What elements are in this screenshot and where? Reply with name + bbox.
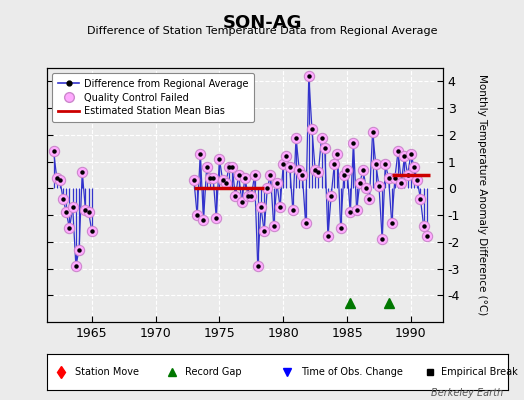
Point: [397, 180, 406, 186]
Point: [257, 204, 265, 210]
Y-axis label: Monthly Temperature Anomaly Difference (°C): Monthly Temperature Anomaly Difference (…: [477, 74, 487, 316]
Text: Empirical Break: Empirical Break: [441, 367, 518, 377]
Point: [190, 177, 198, 184]
Point: [254, 263, 262, 269]
Text: Difference of Station Temperature Data from Regional Average: Difference of Station Temperature Data f…: [87, 26, 437, 36]
Point: [209, 174, 217, 181]
Point: [368, 129, 377, 135]
Point: [244, 193, 253, 200]
Point: [413, 177, 421, 184]
Point: [311, 166, 319, 173]
Point: [372, 161, 380, 168]
Text: SON-AG: SON-AG: [222, 14, 302, 32]
Point: [359, 166, 367, 173]
Point: [49, 148, 58, 154]
Point: [225, 164, 233, 170]
Point: [394, 148, 402, 154]
Point: [286, 164, 294, 170]
Point: [276, 204, 284, 210]
Point: [62, 209, 71, 216]
Point: [69, 204, 77, 210]
Point: [56, 177, 64, 184]
Point: [88, 228, 96, 234]
Point: [378, 236, 386, 242]
Point: [327, 193, 335, 200]
Text: Berkeley Earth: Berkeley Earth: [431, 388, 503, 398]
Point: [289, 206, 297, 213]
Point: [388, 220, 396, 226]
Point: [391, 174, 399, 181]
Point: [231, 193, 239, 200]
Point: [330, 161, 339, 168]
Point: [416, 196, 424, 202]
Point: [59, 196, 67, 202]
Point: [304, 73, 313, 79]
Point: [247, 193, 256, 200]
Point: [222, 180, 230, 186]
Point: [400, 153, 409, 160]
Point: [419, 222, 428, 229]
Point: [298, 172, 307, 178]
Point: [66, 225, 74, 232]
Point: [318, 134, 326, 141]
Point: [196, 150, 204, 157]
Point: [375, 182, 383, 189]
Point: [206, 174, 214, 181]
Point: [343, 166, 351, 173]
Point: [292, 134, 300, 141]
Point: [199, 217, 208, 224]
Point: [212, 214, 221, 221]
Point: [295, 166, 303, 173]
Point: [272, 180, 281, 186]
Point: [353, 206, 361, 213]
Point: [308, 126, 316, 133]
Point: [81, 206, 90, 213]
Point: [410, 164, 418, 170]
Point: [250, 172, 259, 178]
Point: [202, 164, 211, 170]
Point: [423, 233, 431, 240]
Point: [314, 169, 323, 176]
Point: [215, 156, 224, 162]
Text: Time of Obs. Change: Time of Obs. Change: [301, 367, 402, 377]
Point: [263, 185, 271, 192]
Point: [324, 233, 332, 240]
Point: [403, 172, 412, 178]
Point: [356, 180, 364, 186]
Point: [350, 140, 358, 146]
Point: [279, 161, 288, 168]
Point: [346, 209, 354, 216]
Point: [193, 212, 201, 218]
Point: [260, 228, 268, 234]
Point: [72, 263, 80, 269]
Point: [52, 174, 61, 181]
Point: [384, 174, 392, 181]
Point: [266, 172, 275, 178]
Point: [84, 209, 93, 216]
Point: [340, 172, 348, 178]
Legend: Difference from Regional Average, Quality Control Failed, Estimated Station Mean: Difference from Regional Average, Qualit…: [52, 73, 255, 122]
Point: [362, 185, 370, 192]
Point: [237, 198, 246, 205]
Text: Station Move: Station Move: [75, 367, 139, 377]
Point: [301, 220, 310, 226]
Point: [407, 150, 415, 157]
Point: [381, 161, 389, 168]
Point: [333, 150, 342, 157]
Point: [228, 164, 236, 170]
Point: [321, 145, 329, 152]
Point: [282, 153, 291, 160]
Point: [75, 247, 83, 253]
Point: [78, 169, 86, 176]
Text: Record Gap: Record Gap: [185, 367, 242, 377]
Point: [234, 172, 243, 178]
Point: [241, 174, 249, 181]
Point: [219, 177, 227, 184]
Point: [365, 196, 374, 202]
Point: [336, 225, 345, 232]
Point: [269, 222, 278, 229]
